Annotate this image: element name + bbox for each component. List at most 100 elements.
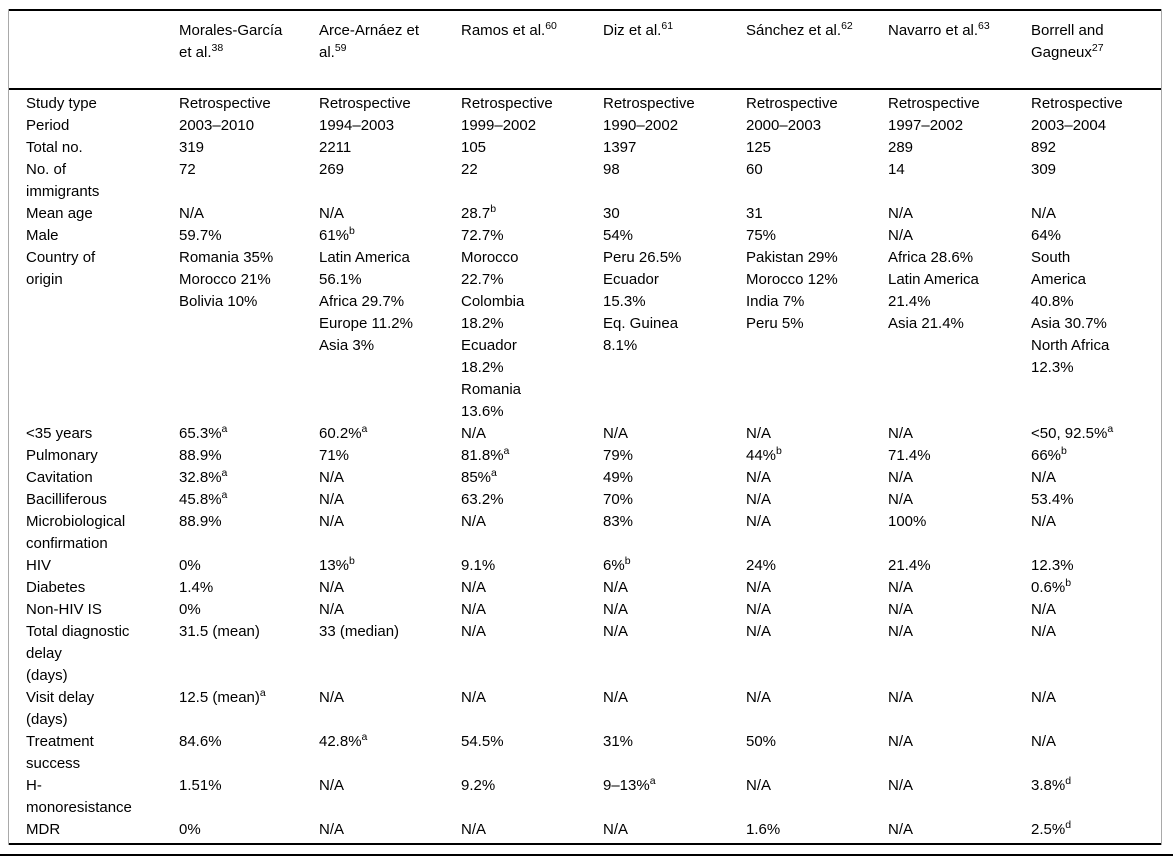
- row-label: <35 years: [26, 425, 93, 442]
- cell: 31: [746, 205, 763, 222]
- cell: 0%: [179, 601, 201, 618]
- cell: 65.3%a: [179, 423, 228, 442]
- cell: N/A: [319, 513, 345, 530]
- cell: N/A: [461, 425, 487, 442]
- cell: N/A: [888, 227, 914, 244]
- cell: Africa 28.6% Latin America 21.4% Asia 21.4%: [888, 249, 979, 332]
- cell: 269: [319, 161, 345, 178]
- cell: N/A: [888, 425, 914, 442]
- table-row: Non-HIV IS 0% N/A N/A N/A N/A N/A N/A: [9, 599, 1161, 621]
- cell: 28.7b: [461, 203, 497, 222]
- cell: 81.8%a: [461, 445, 510, 464]
- cell: N/A: [603, 601, 629, 618]
- cell: 88.9%: [179, 447, 222, 464]
- cell: N/A: [461, 513, 487, 530]
- cell: 1.51%: [179, 777, 222, 794]
- column-header: Sánchez et al.62: [746, 10, 888, 90]
- row-label: Visit delay (days): [26, 689, 95, 728]
- cell: 83%: [603, 513, 634, 530]
- cell: N/A: [746, 689, 772, 706]
- row-label: HIV: [26, 557, 52, 574]
- column-header: Morales-García et al.38: [179, 10, 319, 90]
- cell: N/A: [461, 579, 487, 596]
- cell: 63.2%: [461, 491, 504, 508]
- cell: South America 40.8% Asia 30.7% North Africa 1…: [1031, 249, 1110, 376]
- table-row: <35 years 65.3%a 60.2%a N/A N/A N/A N/A …: [9, 423, 1161, 445]
- cell: N/A: [746, 491, 772, 508]
- cell: 54.5%: [461, 733, 504, 750]
- table-row: Period 2003–2010 1994–2003 1999–2002 199…: [9, 115, 1161, 137]
- cell: N/A: [319, 469, 345, 486]
- cell: N/A: [319, 821, 345, 838]
- cell: N/A: [1031, 205, 1057, 222]
- cell: 60: [746, 161, 763, 178]
- cell: 72.7%: [461, 227, 504, 244]
- table-row: Bacilliferous 45.8%a N/A 63.2% 70% N/A N…: [9, 489, 1161, 511]
- cell: Peru 26.5% Ecuador 15.3% Eq. Guinea 8.1%: [603, 249, 682, 354]
- cell: 72: [179, 161, 196, 178]
- cell: N/A: [1031, 601, 1057, 618]
- cell: 1.4%: [179, 579, 214, 596]
- cell: 88.9%: [179, 513, 222, 530]
- cell: 0%: [179, 557, 201, 574]
- cell: N/A: [888, 579, 914, 596]
- row-label: Total no.: [26, 139, 83, 156]
- cell: 309: [1031, 161, 1057, 178]
- row-label: Total diagnostic delay (days): [26, 623, 130, 684]
- cell: N/A: [1031, 469, 1057, 486]
- cell: 61%b: [319, 225, 355, 244]
- cell: N/A: [319, 579, 345, 596]
- row-label: Bacilliferous: [26, 491, 107, 508]
- cell: N/A: [319, 689, 345, 706]
- table-row: Microbiological confirmation 88.9% N/A N/…: [9, 511, 1161, 555]
- cell: 31%: [603, 733, 634, 750]
- cell: 54%: [603, 227, 634, 244]
- cell: Retrospective: [1031, 95, 1123, 112]
- cell: 2.5%d: [1031, 819, 1072, 838]
- cell: 32.8%a: [179, 467, 228, 486]
- cell: 79%: [603, 447, 634, 464]
- column-header: Diz et al.61: [603, 10, 746, 90]
- cell: <50, 92.5%a: [1031, 423, 1114, 442]
- study-comparison-table-frame: Morales-García et al.38 Arce-Arnáez et al.…: [8, 9, 1162, 845]
- study-comparison-table: Morales-García et al.38 Arce-Arnáez et al.…: [9, 9, 1161, 845]
- cell: 66%b: [1031, 445, 1067, 464]
- cell: N/A: [888, 205, 914, 222]
- cell: 289: [888, 139, 914, 156]
- cell: N/A: [1031, 623, 1057, 640]
- cell: 85%a: [461, 467, 497, 486]
- table-row: HIV 0% 13%b 9.1% 6%b 24% 21.4% 12.3%: [9, 555, 1161, 577]
- cell: Morocco 22.7% Colombia 18.2% Ecuador 18.2% Rom…: [461, 249, 525, 420]
- cell: 30: [603, 205, 620, 222]
- row-label: Study type: [26, 95, 97, 112]
- cell: 84.6%: [179, 733, 222, 750]
- row-label: Diabetes: [26, 579, 86, 596]
- cell: N/A: [746, 579, 772, 596]
- table-row: Visit delay (days) 12.5 (mean)a N/A N/A N…: [9, 687, 1161, 731]
- cell: 1999–2002: [461, 117, 537, 134]
- cell: N/A: [461, 821, 487, 838]
- header-row: Morales-García et al.38 Arce-Arnáez et al.…: [9, 10, 1161, 90]
- table-row: Treatment success 84.6% 42.8%a 54.5% 31% …: [9, 731, 1161, 775]
- cell: 71%: [319, 447, 350, 464]
- cell: Retrospective: [888, 95, 980, 112]
- cell: 33 (median): [319, 623, 400, 640]
- cell: N/A: [1031, 513, 1057, 530]
- table-row: Study type Retrospective Retrospective R…: [9, 89, 1161, 115]
- cell: 9.2%: [461, 777, 496, 794]
- cell: 1990–2002: [603, 117, 679, 134]
- row-label: Country of origin: [26, 249, 96, 288]
- column-header: Arce-Arnáez et al.59: [319, 10, 461, 90]
- cell: 0%: [179, 821, 201, 838]
- cell: Latin America 56.1% Africa 29.7% Europe 11.…: [319, 249, 413, 354]
- cell: N/A: [179, 205, 205, 222]
- table-row: H-monoresistance 1.51% N/A 9.2% 9–13%a N…: [9, 775, 1161, 819]
- cell: 3.8%d: [1031, 775, 1072, 794]
- column-header: Ramos et al.60: [461, 10, 603, 90]
- cell: N/A: [746, 623, 772, 640]
- cell: N/A: [319, 601, 345, 618]
- cell: 105: [461, 139, 487, 156]
- cell: Retrospective: [319, 95, 411, 112]
- cell: Retrospective: [603, 95, 695, 112]
- cell: Romania 35% Morocco 21% Bolivia 10%: [179, 249, 274, 310]
